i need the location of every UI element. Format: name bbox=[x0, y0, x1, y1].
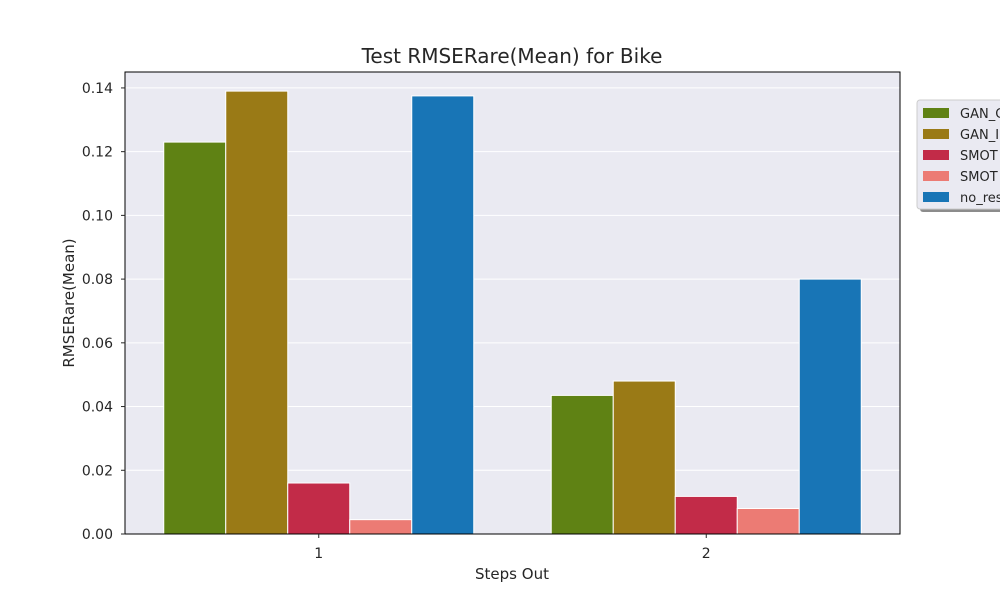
bar-smoteb-1 bbox=[349, 519, 413, 535]
legend-swatch bbox=[923, 171, 949, 181]
plot-frame bbox=[124, 71, 901, 535]
y-tick-label: 0.02 bbox=[82, 463, 113, 479]
legend-box bbox=[916, 99, 1000, 210]
bar-gan_b-2 bbox=[612, 380, 676, 535]
y-axis-label: RMSERare(Mean) bbox=[60, 238, 78, 367]
legend-label: no_res bbox=[960, 191, 1000, 206]
y-tick-label: 0.10 bbox=[82, 208, 113, 224]
y-tick-label: 0.08 bbox=[82, 272, 113, 288]
bar-no_resampling-1 bbox=[411, 95, 475, 535]
y-tick-label: 0.12 bbox=[82, 145, 113, 161]
bar-gan_b-1 bbox=[225, 90, 289, 535]
bar-no_resampling-2 bbox=[798, 278, 862, 535]
x-tick-label: 2 bbox=[702, 546, 711, 562]
y-tick-label: 0.14 bbox=[82, 81, 113, 97]
x-axis-label: Steps Out bbox=[475, 565, 549, 583]
chart-title: Test RMSERare(Mean) for Bike bbox=[361, 44, 663, 68]
bar-gan_c-2 bbox=[550, 394, 614, 535]
legend: GAN_C GAN_I SMOT SMOT no_res bbox=[916, 99, 1000, 212]
legend-label: GAN_I bbox=[960, 128, 999, 143]
bar-smoter-2 bbox=[674, 495, 738, 535]
x-tick-label: 1 bbox=[314, 546, 323, 562]
y-axis-ticks: 0.00 0.02 0.04 0.06 0.08 0.10 0.12 0.14 bbox=[82, 81, 125, 543]
legend-swatch bbox=[923, 129, 949, 139]
bars bbox=[163, 90, 862, 535]
bar-gan_c-1 bbox=[163, 141, 227, 535]
y-tick-label: 0.04 bbox=[82, 400, 113, 416]
y-tick-label: 0.00 bbox=[82, 527, 113, 543]
legend-swatch bbox=[923, 108, 949, 118]
bar-smoter-1 bbox=[287, 482, 351, 535]
legend-label: GAN_C bbox=[960, 107, 1000, 122]
legend-label: SMOT bbox=[960, 170, 998, 185]
bar-smoteb-2 bbox=[736, 508, 800, 535]
legend-swatch bbox=[923, 192, 949, 202]
legend-swatch bbox=[923, 150, 949, 160]
y-tick-label: 0.06 bbox=[82, 336, 113, 352]
legend-label: SMOT bbox=[960, 149, 998, 164]
